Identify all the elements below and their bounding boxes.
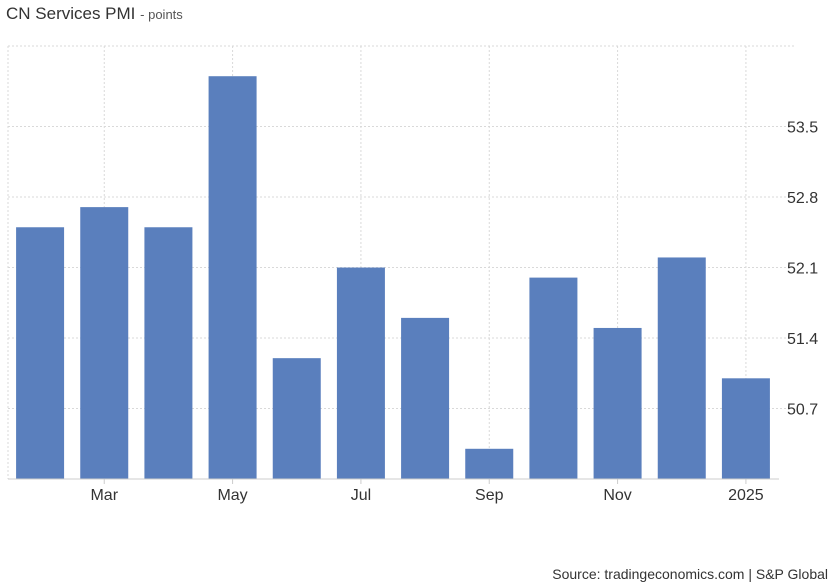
bar-jun [272, 358, 321, 479]
x-tick-label: May [217, 487, 247, 504]
y-tick-label: 53.5 [787, 120, 818, 137]
x-tick-labels: Mar May Jul Sep Nov 2025 [90, 487, 763, 504]
bar-mar [80, 207, 129, 479]
y-tick-label: 52.8 [787, 190, 818, 207]
bar-sep [465, 448, 514, 479]
bar-dec [657, 257, 706, 479]
y-tick-label: 52.1 [787, 261, 818, 278]
bar-oct [529, 277, 578, 479]
source-note: Source: tradingeconomics.com | S&P Globa… [552, 566, 828, 582]
x-tick-label: 2025 [728, 487, 764, 504]
x-tick-label: Mar [90, 487, 118, 504]
x-tick-label: Nov [603, 487, 631, 504]
chart-title: CN Services PMI - points [6, 4, 183, 24]
chart-subtitle: - points [140, 7, 183, 22]
y-tick-label: 51.4 [787, 331, 818, 348]
y-tick-labels: 50.7 51.4 52.1 52.8 53.5 [787, 120, 818, 419]
bar-feb [16, 227, 65, 479]
bar-may [208, 76, 257, 480]
axes [8, 478, 779, 484]
bar-aug [401, 317, 450, 479]
x-tick-label: Jul [351, 487, 371, 504]
y-tick-label: 50.7 [787, 402, 818, 419]
chart-title-text: CN Services PMI [6, 4, 136, 23]
bar-apr [144, 227, 193, 479]
bar-nov [593, 327, 642, 479]
bar-2025 [721, 378, 770, 479]
bar-jul [336, 267, 385, 479]
bar-series [16, 76, 770, 480]
x-tick-label: Sep [475, 487, 504, 504]
